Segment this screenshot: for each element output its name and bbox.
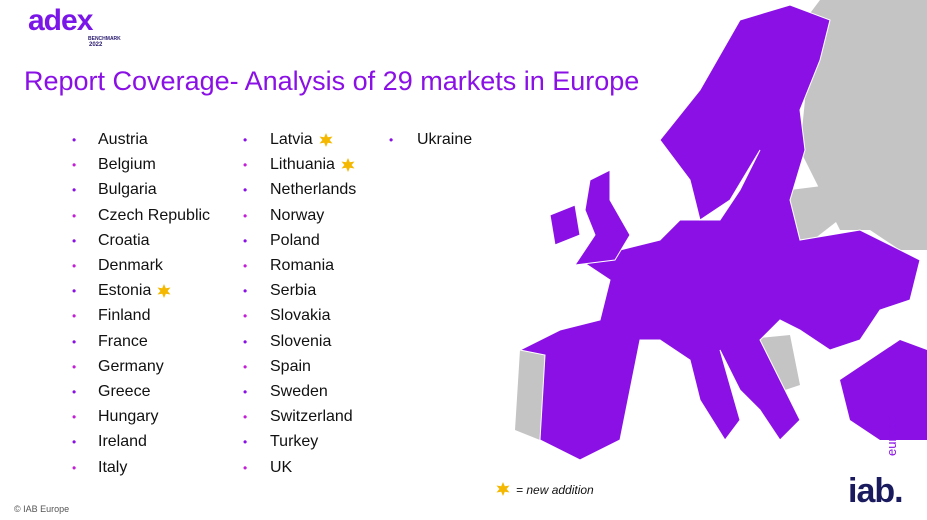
bullet: • [243, 208, 248, 223]
market-name: Turkey [270, 433, 319, 451]
market-name: UK [270, 458, 293, 476]
market-name: Germany [98, 357, 164, 375]
market-name: Hungary [98, 408, 159, 426]
market-name: Austria [98, 131, 148, 148]
bullet: • [72, 359, 77, 374]
market-name: Romania [270, 257, 335, 274]
market-name: Slovenia [270, 332, 332, 350]
market-name: Spain [270, 357, 311, 375]
logo-subtitle: BENCHMARK [88, 36, 121, 42]
bullet: • [243, 133, 248, 147]
title: Report Coverage- Analysis of 29 markets … [24, 66, 640, 96]
bullet: • [72, 183, 77, 198]
map-ireland [549, 204, 581, 246]
brand-tag: europe [884, 415, 899, 456]
map-gray [515, 350, 545, 440]
bullet: • [243, 359, 248, 374]
bullet: • [72, 410, 77, 425]
bullet: • [72, 233, 77, 248]
bullet: • [243, 183, 248, 198]
market-name: Ireland [98, 433, 147, 451]
bullet: • [72, 435, 77, 450]
bullet: • [243, 410, 248, 425]
market-name: Greece [98, 383, 151, 400]
market-name: Switzerland [270, 408, 353, 426]
map-turkey [840, 340, 927, 440]
new-star [341, 158, 355, 173]
market-name: Croatia [98, 231, 150, 249]
bullet: • [243, 435, 248, 450]
market-name: Lithuania [270, 156, 335, 174]
map-gray [785, 185, 845, 250]
bullet: • [243, 259, 248, 273]
bullet: • [72, 309, 77, 324]
market-name: Bulgaria [98, 181, 157, 199]
market-name: Czech Republic [98, 206, 211, 224]
brand-logo: iab. [848, 472, 904, 510]
bullet: • [243, 158, 248, 173]
market-name: Denmark [98, 257, 163, 274]
bullet: • [243, 309, 248, 324]
legend: = new addition [516, 483, 594, 497]
market-name: Netherlands [270, 181, 357, 199]
market-name: Estonia [98, 282, 152, 300]
map-uk [573, 169, 631, 266]
market-name: Slovakia [270, 307, 331, 325]
bullet: • [243, 460, 248, 475]
market-name: Serbia [270, 282, 317, 300]
bullet: • [72, 208, 77, 223]
footer: © IAB Europe [14, 504, 70, 514]
logo-year: 2022 [89, 42, 103, 48]
bullet: • [243, 284, 248, 299]
market-name: France [98, 332, 148, 350]
new-star [157, 284, 171, 299]
market-name: Poland [270, 231, 320, 249]
new-star [319, 133, 333, 147]
market-name: Norway [270, 206, 325, 224]
market-name: Italy [98, 458, 128, 476]
map-europe [518, 4, 921, 461]
bullet: • [243, 385, 248, 399]
bullet: • [72, 460, 77, 475]
bullet: • [72, 158, 77, 173]
market-name: Finland [98, 307, 151, 325]
bullet: • [243, 233, 248, 248]
market-name: Ukraine [417, 131, 473, 148]
legend-star [496, 482, 510, 496]
bullet: • [389, 133, 394, 147]
market-name: Belgium [98, 156, 156, 174]
market-name: Latvia [270, 131, 313, 148]
market-name: Sweden [270, 383, 328, 400]
bullet: • [72, 385, 77, 399]
bullet: • [243, 334, 248, 349]
bullet: • [72, 284, 77, 299]
bullet: • [72, 259, 77, 273]
bullet: • [72, 133, 77, 147]
bullet: • [72, 334, 77, 349]
logo: adex [28, 4, 93, 37]
